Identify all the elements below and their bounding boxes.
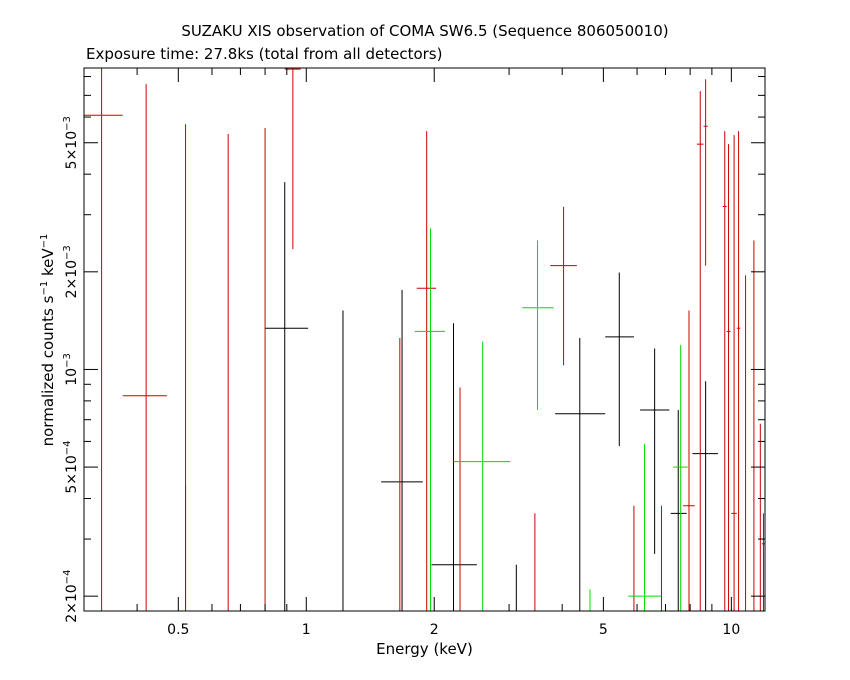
y-tick-label: 2×10−3 — [62, 245, 80, 298]
data-point — [703, 79, 708, 266]
data-point — [761, 513, 765, 611]
data-point — [605, 272, 634, 447]
y-axis-label-exp2: −1 — [39, 233, 50, 249]
y-tick-label: 5×10−3 — [62, 116, 80, 169]
data-point — [416, 131, 437, 611]
y-axis-label-main: normalized counts s — [39, 295, 57, 447]
x-tick-label: 5 — [599, 622, 608, 638]
data-point — [453, 341, 511, 611]
data-point — [692, 381, 718, 611]
data-point — [522, 240, 554, 410]
data-point — [84, 68, 123, 611]
plot-frame — [83, 67, 766, 612]
y-axis-label-unit: keV — [39, 248, 57, 281]
data-point — [550, 206, 577, 366]
x-tick-label: 0.5 — [167, 622, 189, 638]
data-point — [122, 84, 167, 611]
series-2 — [414, 228, 688, 611]
data-point — [381, 289, 423, 611]
y-axis: 2×10−4 5×10−4 10−3 2×10−3 5×10−3 — [62, 76, 765, 623]
data-point — [673, 344, 688, 611]
data-point — [431, 323, 477, 611]
y-tick-label: 5×10−4 — [62, 440, 80, 493]
data-point — [726, 144, 731, 611]
data-point — [696, 91, 704, 611]
series-0 — [185, 182, 718, 611]
x-tick-label: 10 — [722, 622, 740, 638]
data-point — [670, 409, 687, 611]
data-series-layer — [84, 68, 765, 611]
data-point — [265, 182, 309, 611]
data-point — [640, 348, 670, 554]
data-point — [731, 135, 737, 611]
data-point — [683, 310, 695, 611]
series-1 — [84, 68, 765, 611]
x-tick-label: 1 — [302, 622, 311, 638]
y-tick-label: 2×10−4 — [62, 570, 80, 623]
x-axis: 0.5 1 2 5 10 — [83, 68, 740, 638]
chart-subtitle: Exposure time: 27.8ks (total from all de… — [86, 45, 443, 63]
data-point — [628, 443, 662, 611]
data-point — [284, 68, 301, 250]
data-point — [736, 131, 741, 611]
x-axis-label: Energy (keV) — [376, 640, 473, 658]
data-point — [555, 338, 606, 611]
y-axis-label: normalized counts s−1 keV−1 — [39, 234, 57, 447]
chart-title: SUZAKU XIS observation of COMA SW6.5 (Se… — [181, 22, 669, 40]
data-point — [722, 131, 727, 611]
x-tick-label: 2 — [430, 622, 439, 638]
data-point — [414, 228, 445, 611]
y-tick-label: 10−3 — [62, 353, 80, 386]
y-axis-label-exp1: −1 — [39, 280, 50, 296]
